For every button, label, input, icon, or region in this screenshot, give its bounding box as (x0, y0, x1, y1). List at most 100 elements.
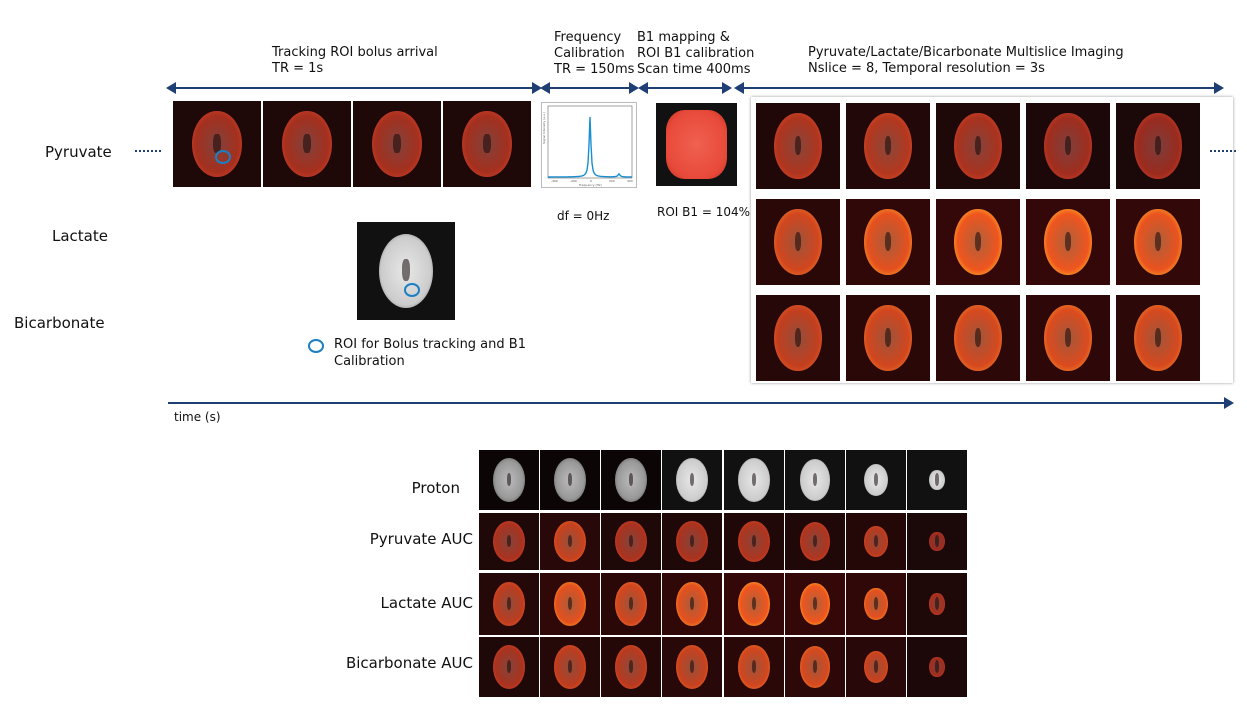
ventricle (751, 472, 757, 486)
ventricle (689, 472, 695, 486)
lactate-auc-slice-3 (601, 573, 661, 635)
bicarbonate-auc-slice-3 (601, 637, 661, 697)
proton-slice-8 (907, 450, 967, 510)
ventricle (628, 596, 634, 611)
time-axis-arrow (168, 397, 1234, 409)
bicarbonate-timepoint-2 (846, 295, 930, 381)
df-label: df = 0Hz (557, 209, 610, 223)
bicarbonate-auc-slice-7 (846, 637, 906, 697)
proton-slice-7 (846, 450, 906, 510)
roi-legend-text: ROI for Bolus tracking and B1 Calibration (334, 337, 526, 369)
ventricle (751, 596, 757, 611)
ventricle (974, 231, 982, 251)
ventricle (812, 596, 818, 611)
ventricle (567, 472, 573, 486)
pyruvate-auc-slice-6 (785, 513, 845, 570)
pyruvate-timepoint-1 (756, 103, 840, 189)
roi-legend-icon (308, 339, 324, 353)
lactate-timepoint-4 (1026, 199, 1110, 285)
ventricle (567, 659, 573, 673)
continuation-dots-right (1210, 150, 1236, 152)
ventricle (873, 659, 879, 673)
ventricle (751, 659, 757, 673)
pyruvate-auc-slice-1 (479, 513, 539, 570)
tracking-arrow (166, 82, 542, 94)
pyruvate-timepoint-3 (936, 103, 1020, 189)
ventricle (1154, 231, 1162, 251)
roi-circle-proton (404, 283, 420, 297)
ventricle (567, 534, 573, 548)
ventricle (628, 472, 634, 486)
lactate-timepoint-2 (846, 199, 930, 285)
bicarbonate-auc-slice-4 (662, 637, 722, 697)
lactate-timepoint-3 (936, 199, 1020, 285)
ventricle (873, 534, 879, 548)
bicarbonate-auc-slice-2 (540, 637, 600, 697)
ventricle (689, 596, 695, 611)
ventricle (402, 259, 410, 281)
ventricle (934, 472, 940, 486)
proton-reference-image (357, 222, 455, 320)
multislice-header: Pyruvate/Lactate/Bicarbonate Multislice … (808, 45, 1124, 76)
tracking-header: Tracking ROI bolus arrival TR = 1s (272, 45, 438, 76)
ventricle (812, 534, 818, 548)
bicarbonate-timepoint-3 (936, 295, 1020, 381)
row-label-lactate: Lactate (52, 227, 108, 245)
ventricle (873, 596, 879, 611)
ventricle (393, 133, 401, 153)
time-axis-label: time (s) (174, 410, 221, 424)
pyruvate-timepoint-4 (1026, 103, 1110, 189)
ventricle (689, 534, 695, 548)
tracking-image-4 (443, 101, 531, 187)
pyruvate-auc-slice-5 (724, 513, 784, 570)
ventricle (567, 596, 573, 611)
spectrum-xtick: 0 (590, 179, 592, 183)
spectrum-xtick: 400 (627, 179, 633, 183)
bicarbonate-timepoint-1 (756, 295, 840, 381)
ventricle (934, 534, 940, 548)
bicarbonate-auc-slice-5 (724, 637, 784, 697)
ventricle (303, 133, 311, 153)
proton-slice-4 (662, 450, 722, 510)
multislice-panel (751, 97, 1233, 383)
ventricle (873, 472, 879, 486)
row-label-pyruvate: Pyruvate (45, 143, 112, 161)
pyruvate-auc-slice-7 (846, 513, 906, 570)
bicarbonate-auc-slice-8 (907, 637, 967, 697)
frequency-spectrum-plot: Signal Intensity (a.u.) Frequency (Hz) -… (541, 102, 637, 188)
lactate-timepoint-5 (1116, 199, 1200, 285)
ventricle (794, 231, 802, 251)
b1-arrow (638, 82, 732, 94)
bicarbonate-timepoint-5 (1116, 295, 1200, 381)
row-label-bicarbonate: Bicarbonate (14, 314, 105, 332)
lactate-auc-slice-1 (479, 573, 539, 635)
tracking-image-3 (353, 101, 441, 187)
proton-slice-2 (540, 450, 600, 510)
ventricle (506, 472, 512, 486)
auc-label-proton: Proton (411, 479, 460, 497)
ventricle (689, 659, 695, 673)
lactate-auc-slice-8 (907, 573, 967, 635)
bicarbonate-auc-slice-1 (479, 637, 539, 697)
ventricle (628, 659, 634, 673)
ventricle (934, 659, 940, 673)
proton-slice-5 (724, 450, 784, 510)
ventricle (974, 327, 982, 347)
ventricle (1064, 231, 1072, 251)
b1-header: B1 mapping & ROI B1 calibration Scan time … (637, 30, 755, 77)
ventricle (506, 596, 512, 611)
lactate-auc-slice-6 (785, 573, 845, 635)
ventricle (812, 472, 818, 486)
spectrum-xlabel: Frequency (Hz) (579, 183, 602, 187)
ventricle (751, 534, 757, 548)
auc-label-lactate: Lactate AUC (380, 594, 473, 612)
spectrum-xtick: -200 (570, 179, 577, 183)
lactate-auc-slice-4 (662, 573, 722, 635)
ventricle (506, 659, 512, 673)
ventricle (974, 135, 982, 155)
spectrum-xtick: 200 (609, 179, 615, 183)
tracking-image-2 (263, 101, 351, 187)
ventricle (506, 534, 512, 548)
lactate-auc-slice-7 (846, 573, 906, 635)
multislice-arrow (734, 82, 1224, 94)
